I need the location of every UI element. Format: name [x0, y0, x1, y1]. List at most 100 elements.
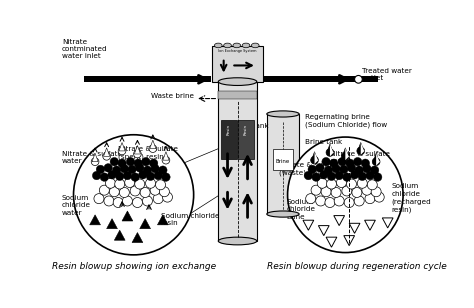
Circle shape [334, 196, 344, 206]
Polygon shape [303, 220, 314, 230]
Circle shape [325, 197, 335, 208]
Circle shape [304, 171, 313, 180]
Text: Resin: Resin [244, 124, 248, 135]
Circle shape [163, 192, 173, 202]
Polygon shape [163, 152, 169, 160]
Circle shape [311, 185, 321, 195]
Text: Sodium chloride
resin: Sodium chloride resin [161, 213, 219, 226]
Ellipse shape [267, 211, 299, 217]
Text: Nitrate & sulfate
(waste) brine: Nitrate & sulfate (waste) brine [279, 162, 339, 176]
Circle shape [96, 165, 105, 174]
Circle shape [134, 150, 141, 158]
Circle shape [316, 196, 326, 206]
Text: Nitrate
contminated
water inlet: Nitrate contminated water inlet [62, 38, 108, 59]
Circle shape [106, 178, 116, 188]
Circle shape [370, 166, 379, 174]
Circle shape [92, 171, 101, 180]
Bar [221, 120, 237, 159]
Circle shape [306, 194, 316, 204]
Circle shape [339, 165, 348, 174]
Circle shape [146, 172, 155, 180]
Polygon shape [157, 215, 168, 225]
Circle shape [118, 147, 126, 155]
Circle shape [346, 179, 356, 189]
Bar [267, 114, 299, 214]
Polygon shape [376, 153, 380, 165]
Circle shape [151, 164, 159, 173]
Polygon shape [327, 144, 333, 152]
Polygon shape [365, 220, 375, 230]
Bar [219, 91, 257, 99]
Circle shape [153, 194, 163, 204]
Circle shape [73, 135, 194, 255]
Circle shape [115, 179, 125, 189]
Circle shape [327, 179, 337, 189]
Ellipse shape [267, 111, 299, 117]
Text: Resin tank: Resin tank [231, 123, 269, 129]
Circle shape [116, 172, 124, 180]
Polygon shape [334, 216, 345, 225]
Polygon shape [330, 144, 334, 156]
Circle shape [122, 196, 132, 206]
Circle shape [322, 157, 330, 166]
Text: Resin blowup showing ion exchange: Resin blowup showing ion exchange [52, 262, 216, 271]
Circle shape [329, 159, 338, 168]
Circle shape [288, 137, 403, 253]
Polygon shape [119, 142, 125, 151]
Bar [212, 46, 263, 82]
Bar [238, 120, 254, 159]
Circle shape [363, 164, 371, 173]
Polygon shape [361, 142, 365, 155]
Circle shape [365, 194, 375, 204]
Polygon shape [140, 219, 151, 229]
Circle shape [110, 157, 118, 166]
Circle shape [338, 157, 346, 166]
Text: Resin: Resin [227, 124, 231, 135]
Circle shape [327, 172, 336, 180]
Circle shape [361, 159, 370, 168]
Circle shape [343, 173, 351, 181]
Circle shape [131, 173, 139, 181]
Circle shape [346, 159, 354, 168]
Circle shape [143, 196, 153, 206]
Circle shape [100, 185, 109, 195]
Text: Treated water
outlet: Treated water outlet [362, 68, 412, 81]
Circle shape [162, 173, 170, 181]
Polygon shape [326, 237, 337, 247]
Text: Nitrate & sulfate
water: Nitrate & sulfate water [62, 151, 122, 164]
Text: Regernating brine
(Sodium Chloride) flow: Regernating brine (Sodium Chloride) flow [305, 114, 387, 128]
Circle shape [130, 186, 140, 196]
Circle shape [331, 188, 341, 197]
Polygon shape [319, 225, 329, 236]
Circle shape [372, 158, 380, 165]
Ellipse shape [214, 43, 222, 48]
Circle shape [94, 194, 104, 204]
Circle shape [113, 197, 123, 208]
Circle shape [125, 177, 135, 188]
Circle shape [132, 197, 143, 208]
Circle shape [104, 164, 112, 172]
Text: Sodium
chloride
brine: Sodium chloride brine [287, 199, 316, 220]
Ellipse shape [242, 43, 250, 48]
Circle shape [149, 159, 158, 168]
Polygon shape [150, 140, 156, 148]
Polygon shape [134, 145, 140, 154]
Polygon shape [122, 211, 133, 221]
Circle shape [104, 196, 114, 206]
Circle shape [350, 171, 359, 179]
Circle shape [142, 157, 150, 166]
Ellipse shape [219, 78, 257, 85]
Circle shape [352, 188, 362, 197]
Text: Brine tank: Brine tank [305, 139, 343, 144]
Circle shape [321, 187, 331, 197]
Circle shape [91, 158, 99, 165]
Circle shape [162, 156, 170, 164]
Bar [263, 76, 378, 82]
Circle shape [150, 185, 160, 195]
Circle shape [347, 164, 356, 172]
Circle shape [143, 166, 152, 174]
Circle shape [326, 148, 334, 156]
Circle shape [310, 156, 319, 164]
Circle shape [362, 185, 372, 195]
Circle shape [319, 171, 328, 179]
